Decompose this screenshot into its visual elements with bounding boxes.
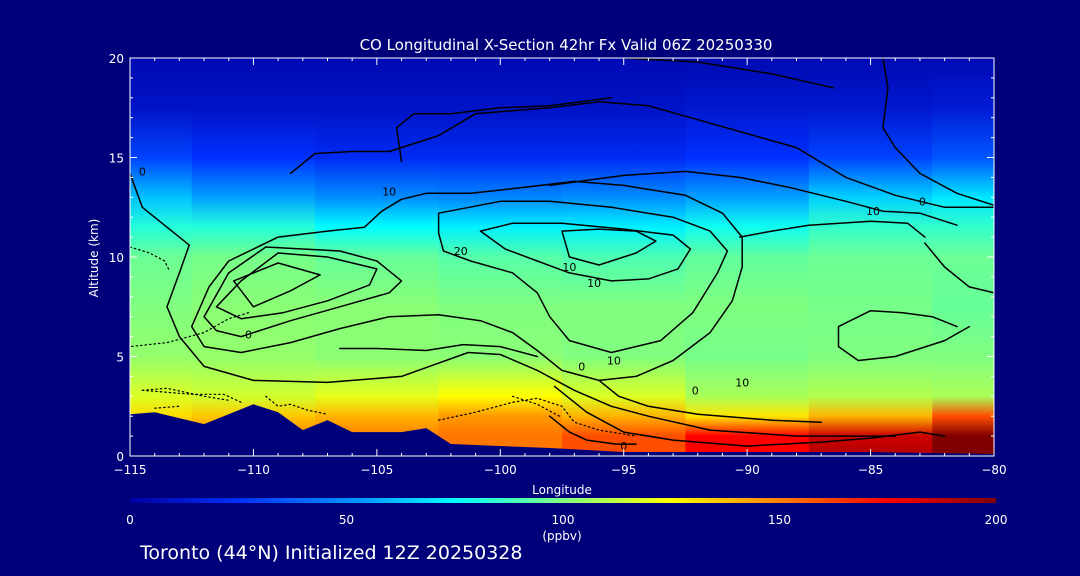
contour-line [882, 58, 994, 207]
y-axis: 0 5 10 15 20 [109, 52, 994, 464]
x-tick-label: −95 [611, 463, 636, 477]
colorbar-tick-label: 200 [985, 513, 1008, 527]
contour-labels: 10 20 10 10 0 0 10 0 10 10 0 0 0 [139, 165, 926, 453]
contour-line [553, 385, 946, 447]
contour-line-dotted [130, 246, 171, 272]
y-tick-label: 0 [116, 450, 124, 464]
contour-label: 0 [692, 384, 699, 397]
contour-line [339, 343, 539, 358]
contour-line [738, 220, 926, 238]
colorbar-tick-label: 150 [768, 513, 791, 527]
y-tick-label: 10 [109, 251, 124, 265]
contour-line [548, 170, 958, 226]
contour-label: 0 [919, 195, 926, 208]
y-tick-label: 5 [116, 351, 124, 365]
x-tick-label: −85 [858, 463, 883, 477]
contour-label: 10 [562, 261, 576, 274]
x-tick-label: −115 [114, 463, 147, 477]
colorbar-ticks: 0 50 100 150 200 [126, 513, 1007, 527]
contour-label: 0 [578, 360, 585, 373]
field-column [932, 58, 994, 456]
x-tick-label: −80 [981, 463, 1006, 477]
y-tick-label: 15 [109, 152, 124, 166]
contour-label: 10 [607, 354, 621, 367]
x-axis-label: Longitude [532, 483, 592, 497]
contour-label: 0 [139, 165, 146, 178]
contour-line [437, 200, 729, 354]
x-tick-label: −100 [484, 463, 517, 477]
contour-line [924, 242, 994, 294]
contour-line [561, 228, 657, 266]
contour-line [622, 58, 835, 89]
forecast-caption: Toronto (44°N) Initialized 12Z 20250328 [140, 542, 523, 564]
contour-label: 10 [735, 376, 749, 389]
contour-line-dotted [130, 312, 250, 348]
contour-label: 0 [620, 440, 627, 453]
contour-line [215, 252, 378, 320]
field-column [808, 58, 934, 456]
contour-line-dotted [154, 405, 180, 409]
colorbar-tick-label: 100 [552, 513, 575, 527]
colorbar-tick-label: 0 [126, 513, 134, 527]
x-axis: −115 −110 −105 −100 −95 −90 −85 −80 [114, 58, 1007, 477]
contour-label: 10 [587, 277, 601, 290]
chart-title: CO Longitudinal X-Section 42hr Fx Valid … [360, 36, 773, 54]
y-axis-label: Altitude (km) [87, 219, 101, 298]
contour-line [395, 97, 613, 163]
contour-line [479, 222, 692, 282]
terrain-mask [130, 404, 994, 456]
x-tick-label: −110 [237, 463, 270, 477]
colorbar-unit-label: (ppbv) [542, 529, 581, 543]
contour-line-dotted [265, 395, 329, 415]
y-tick-label: 20 [109, 52, 124, 66]
field-column [685, 58, 810, 456]
contour-lines [130, 58, 994, 447]
colorbar-gradient [130, 498, 996, 503]
contour-line [837, 309, 971, 362]
contour-line-dotted [438, 397, 637, 437]
colorbar-tick-label: 50 [339, 513, 354, 527]
x-tick-label: −105 [360, 463, 393, 477]
co-concentration-field [130, 58, 994, 456]
contour-label: 10 [382, 185, 396, 198]
colorbar: 0 50 100 150 200 (ppbv) [126, 498, 1007, 543]
field-column [315, 58, 440, 456]
contour-label: 20 [454, 245, 468, 258]
contour-line [289, 101, 994, 209]
contour-line [598, 379, 822, 423]
plot-area: 10 20 10 10 0 0 10 0 10 10 0 0 0 [129, 57, 995, 457]
contour-label: 10 [866, 205, 880, 218]
contour-label: 0 [245, 329, 252, 342]
field-column [191, 58, 317, 456]
contour-line [190, 180, 743, 382]
contour-line-dotted [141, 389, 242, 403]
contour-line [548, 415, 637, 445]
contour-line [130, 172, 897, 437]
field-column [130, 58, 193, 456]
contour-line [232, 262, 321, 308]
contour-line [203, 246, 403, 338]
contour-line-dotted [511, 395, 561, 417]
x-tick-label: −90 [734, 463, 759, 477]
